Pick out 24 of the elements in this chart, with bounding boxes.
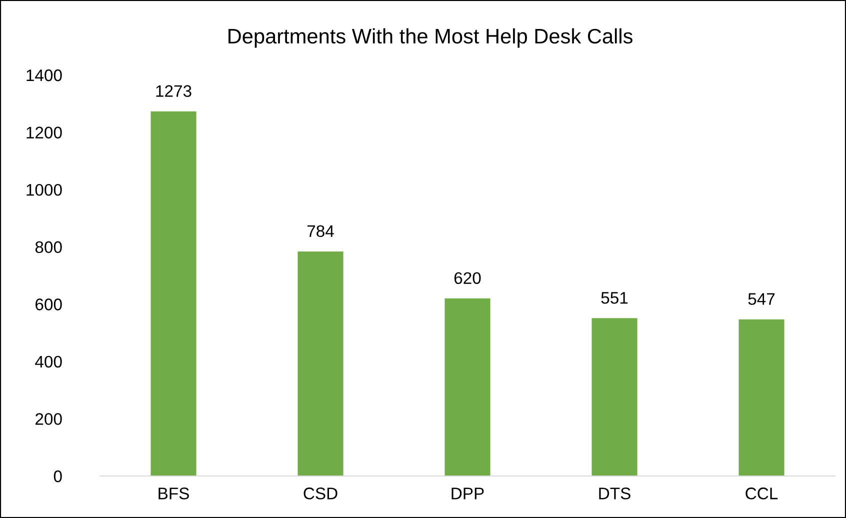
x-tick-label: CCL bbox=[746, 488, 778, 500]
bar bbox=[150, 111, 196, 476]
bar bbox=[592, 318, 638, 476]
bar bbox=[298, 251, 344, 476]
y-tick-label: 1200 bbox=[26, 126, 62, 138]
data-label: 551 bbox=[601, 292, 628, 304]
bar bbox=[738, 319, 784, 476]
y-tick-label: 800 bbox=[35, 241, 62, 254]
y-tick-label: 1400 bbox=[26, 69, 62, 82]
data-label: 1273 bbox=[156, 85, 192, 97]
y-tick-label: 200 bbox=[36, 413, 62, 425]
x-tick-label: DTS bbox=[599, 488, 630, 500]
chart-title: Departments With the Most Help Desk Calls bbox=[228, 28, 632, 48]
bar bbox=[444, 298, 490, 476]
y-tick-label: 1000 bbox=[26, 184, 62, 196]
data-label: 547 bbox=[748, 293, 775, 305]
y-tick-label: 0 bbox=[54, 470, 62, 482]
y-tick-label: 400 bbox=[35, 356, 62, 368]
x-tick-label: CSD bbox=[304, 488, 338, 500]
data-label: 620 bbox=[454, 272, 481, 284]
data-label: 784 bbox=[307, 225, 334, 238]
y-tick-label: 600 bbox=[36, 298, 62, 310]
x-tick-label: BFS bbox=[158, 488, 189, 500]
x-tick-label: DPP bbox=[452, 488, 484, 500]
